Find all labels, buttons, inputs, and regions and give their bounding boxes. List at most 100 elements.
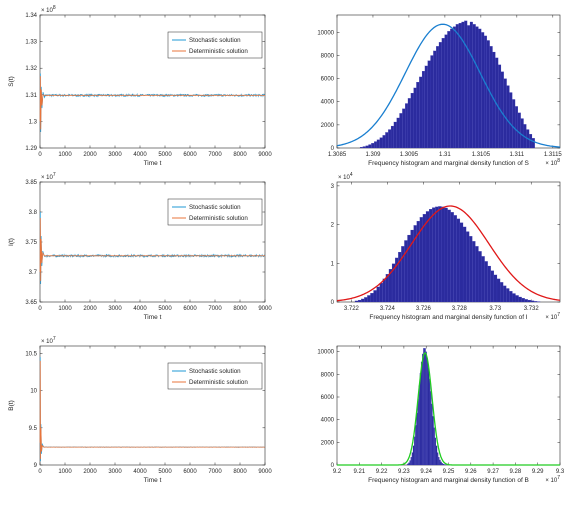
x-tick-label: 1.3095	[400, 152, 419, 158]
histogram-bar	[515, 106, 518, 149]
x-tick-label: 3000	[108, 469, 122, 475]
x-tick-label: 7000	[208, 306, 222, 312]
histogram-bar	[458, 23, 462, 149]
x-tick-label: 9000	[258, 469, 272, 475]
histogram-bar	[362, 146, 366, 149]
histogram-bar	[486, 40, 490, 149]
x-tick-label: 9000	[258, 152, 272, 158]
y-tick-label: 3.7	[29, 270, 38, 276]
x-tick-label: 1.3085	[328, 152, 347, 158]
chart-panel-2: 1.3085 1.309 1.3095 1.31 1.3105 1.311 1.3115 0 2…	[317, 14, 562, 167]
legend: Stochastic solution Deterministic solutio…	[167, 362, 263, 390]
histogram-bar	[414, 436, 416, 466]
x-tick-label: 9.24	[420, 469, 432, 475]
histogram-bar	[439, 459, 441, 466]
histogram-bar	[430, 391, 432, 466]
chart-panel-3: 0 1000 2000 3000 4000 5000 6000 7000 8000 9000 3.6…	[8, 172, 272, 321]
histogram-bar	[412, 445, 415, 466]
density-fit-curve	[336, 23, 561, 148]
histogram-bar	[509, 92, 513, 149]
y-axis-label: B(t)	[8, 400, 15, 410]
x-tick-label: 1000	[58, 306, 72, 312]
legend-box	[167, 31, 263, 59]
histogram-bar	[433, 50, 437, 149]
histogram-bar	[527, 299, 532, 303]
x-tick-label: 8000	[233, 469, 247, 475]
histogram-bar	[438, 206, 442, 303]
x-axis-label: Frequency histogram and marginal density…	[368, 477, 529, 484]
histogram-bar	[416, 82, 420, 149]
series-line-deterministic	[39, 360, 265, 460]
x-exponent-label: × 108	[545, 158, 560, 167]
y-tick-label: 2000	[321, 440, 335, 446]
x-tick-label: 2000	[83, 152, 97, 158]
histogram-bar	[436, 46, 440, 149]
histogram-bar	[388, 129, 392, 149]
histogram-bar	[409, 460, 411, 466]
histogram-bar	[407, 463, 409, 466]
histogram-bar	[472, 24, 476, 149]
histogram-bar	[385, 132, 389, 149]
histogram-bar	[441, 463, 443, 466]
histogram-bar	[500, 71, 504, 149]
y-exponent-label: × 104	[338, 172, 353, 181]
y-tick-label: 9	[34, 463, 38, 469]
histogram-bar	[379, 282, 383, 303]
x-tick-label: 5000	[158, 469, 172, 475]
y-tick-label: 3.85	[25, 180, 37, 186]
y-tick-label: 8000	[321, 372, 335, 378]
histogram-bar	[433, 427, 435, 466]
y-tick-label: 1.29	[25, 146, 37, 152]
histogram-bar	[361, 298, 365, 303]
x-axis-label: Frequency histogram and marginal density…	[369, 314, 527, 321]
x-tick-label: 4000	[133, 152, 147, 158]
histogram-bar	[459, 222, 464, 303]
x-tick-label: 9.2	[333, 469, 342, 475]
x-tick-label: 1.309	[365, 152, 381, 158]
histogram-bar	[424, 65, 428, 149]
series-line-stochastic	[39, 211, 266, 285]
histogram-bar	[530, 300, 535, 303]
histogram-bars	[354, 206, 541, 303]
x-tick-label: 4000	[133, 469, 147, 475]
histogram-bar	[420, 361, 423, 466]
histogram-bar	[368, 144, 372, 149]
histogram-bar	[354, 300, 359, 303]
y-tick-label: 6000	[321, 77, 335, 83]
histogram-bar	[370, 293, 374, 303]
x-tick-label: 6000	[183, 306, 197, 312]
histogram-bar	[462, 226, 467, 303]
y-tick-label: 10000	[317, 30, 334, 36]
histogram-bar	[444, 34, 448, 149]
chart-panel-5: 0 1000 2000 3000 4000 5000 6000 7000 8000 9000 9 9.…	[8, 336, 272, 484]
histogram-bar	[411, 452, 414, 466]
x-tick-label: 3.726	[416, 306, 432, 312]
y-tick-label: 1.31	[25, 93, 37, 99]
chart-panel-4: 3.722 3.724 3.726 3.728 3.73 3.732 0 1 2 3 Frequen…	[331, 172, 561, 321]
histogram-bar	[455, 24, 459, 149]
legend-label: Stochastic solution	[189, 204, 241, 211]
x-axis-label: Time t	[144, 314, 162, 321]
x-tick-label: 8000	[233, 152, 247, 158]
x-tick-label: 9.29	[532, 469, 544, 475]
histogram-bar	[503, 78, 507, 149]
x-tick-label: 0	[38, 469, 42, 475]
x-tick-label: 3000	[108, 306, 122, 312]
x-exponent-label: × 107	[545, 312, 560, 321]
histogram-bar	[364, 297, 368, 303]
histogram-bar	[425, 351, 427, 466]
histogram-bar	[496, 278, 501, 303]
histogram-bar	[442, 463, 445, 466]
histogram-bar	[506, 85, 510, 149]
histogram-bar	[450, 212, 454, 303]
histogram-bar	[518, 296, 522, 303]
y-tick-label: 1.32	[25, 66, 37, 72]
y-tick-label: 2	[331, 223, 335, 229]
x-tick-label: 4000	[133, 306, 147, 312]
histogram-bar	[521, 298, 525, 303]
histogram-bar	[382, 278, 386, 303]
histogram-bar	[453, 215, 457, 303]
histogram-bar	[410, 456, 412, 466]
x-tick-label: 3000	[108, 152, 122, 158]
histogram-bar	[464, 20, 468, 149]
